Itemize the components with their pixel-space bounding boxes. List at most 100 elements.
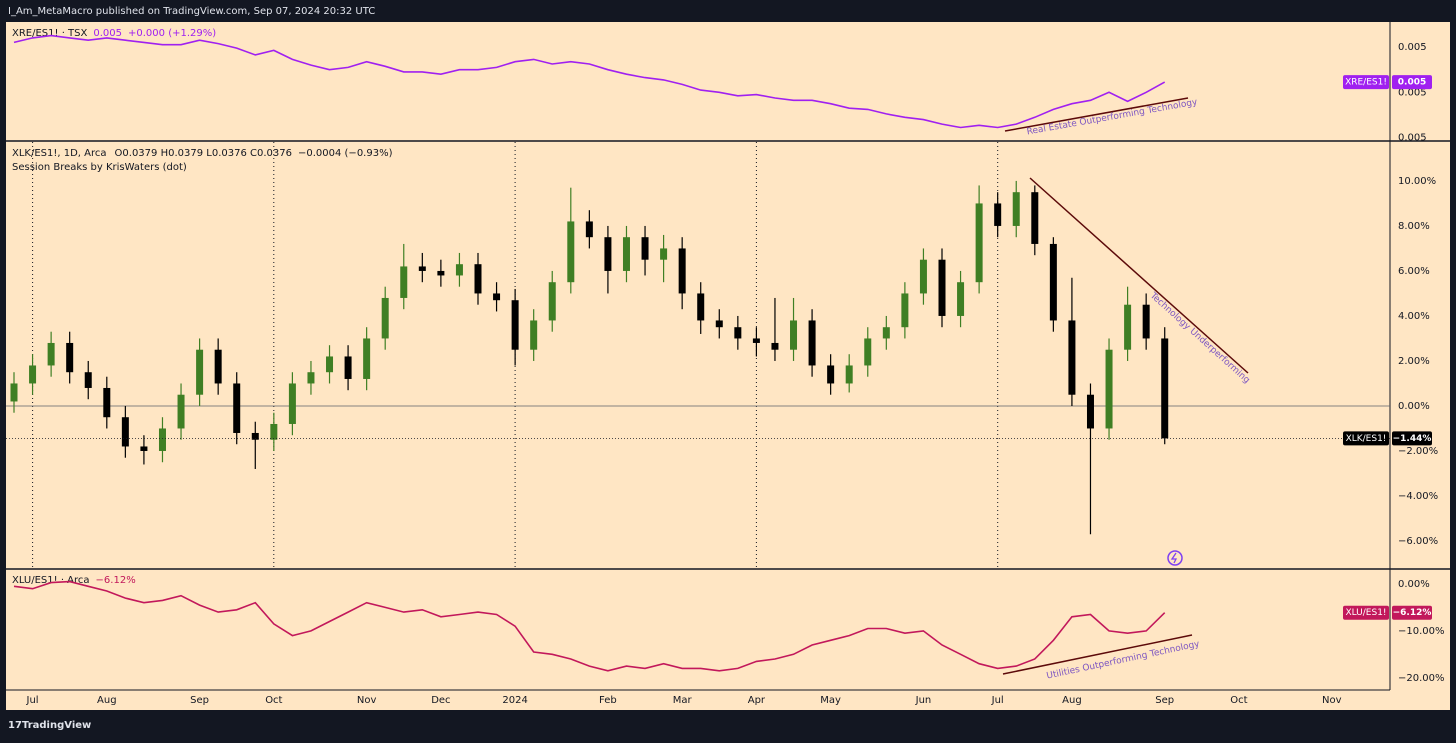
x-tick-label: Nov bbox=[1322, 695, 1342, 706]
badge-value: −1.44% bbox=[1393, 434, 1432, 444]
badge-name: XLK/ES1! bbox=[1346, 434, 1387, 444]
candle-body bbox=[233, 383, 241, 433]
trend-line bbox=[1029, 177, 1249, 374]
candle-body bbox=[29, 365, 37, 384]
last-value: −6.12% bbox=[96, 575, 136, 586]
candle-body bbox=[121, 417, 129, 447]
badge-value: −6.12% bbox=[1393, 608, 1432, 618]
candle-body bbox=[567, 221, 575, 283]
ohlc: O0.0379 H0.0379 L0.0376 C0.0376 bbox=[115, 148, 292, 159]
pane-legend: XRE/ES1! · TSX 0.005 +0.000 (+1.29%) bbox=[12, 28, 216, 39]
candle-body bbox=[66, 342, 74, 373]
candle-body bbox=[882, 327, 890, 339]
candle-body bbox=[975, 203, 983, 283]
candle-body bbox=[381, 297, 389, 339]
y-tick-label: 0.005 bbox=[1398, 87, 1427, 98]
candle-body bbox=[47, 342, 55, 366]
x-tick-label: Oct bbox=[265, 695, 282, 706]
candle-body bbox=[1142, 304, 1150, 339]
trend-line bbox=[1004, 97, 1189, 132]
candle-body bbox=[1068, 320, 1076, 395]
plot-background bbox=[6, 22, 1450, 710]
pane-legend: XLK/ES1!, 1D, Arca O0.0379 H0.0379 L0.037… bbox=[12, 148, 393, 159]
candle-body bbox=[363, 338, 371, 379]
alert-icon[interactable] bbox=[1167, 550, 1183, 566]
candle-body bbox=[1161, 338, 1169, 439]
y-tick-label: 6.00% bbox=[1398, 266, 1430, 277]
candles bbox=[10, 180, 1169, 535]
candle-body bbox=[994, 203, 1002, 226]
badge-value-bg bbox=[1392, 605, 1432, 620]
series-line bbox=[13, 34, 1166, 129]
x-tick-label: Dec bbox=[431, 695, 450, 706]
series-line bbox=[13, 580, 1166, 672]
candle-body bbox=[400, 266, 408, 298]
change: +0.000 (+1.29%) bbox=[128, 28, 216, 39]
y-tick-label: −10.00% bbox=[1398, 626, 1445, 637]
y-tick-label: 10.00% bbox=[1398, 176, 1436, 187]
trend-line bbox=[1002, 634, 1193, 675]
candle-body bbox=[270, 423, 278, 440]
candle-body bbox=[845, 365, 853, 384]
candle-body bbox=[158, 428, 166, 451]
badge-name: XRE/ES1! bbox=[1345, 78, 1387, 88]
indicator-name: Session Breaks by KrisWaters (dot) bbox=[12, 162, 187, 173]
x-tick-label: Sep bbox=[1155, 695, 1174, 706]
badge-value-bg bbox=[1392, 75, 1432, 90]
y-tick-label: 8.00% bbox=[1398, 221, 1430, 232]
x-tick-label: Sep bbox=[190, 695, 209, 706]
x-tick-label: Aug bbox=[1062, 695, 1082, 706]
x-tick-label: Jul bbox=[26, 695, 39, 706]
candle-body bbox=[622, 237, 630, 271]
y-tick-label: 2.00% bbox=[1398, 356, 1430, 367]
alert-icon-bolt bbox=[1170, 552, 1178, 564]
candle-body bbox=[214, 349, 222, 384]
candle-body bbox=[1012, 192, 1020, 226]
candle-body bbox=[1086, 394, 1094, 429]
y-tick-label: 0.00% bbox=[1398, 579, 1430, 590]
series-name: XLU/ES1! · Arca bbox=[12, 575, 90, 586]
x-tick-label: Oct bbox=[1230, 695, 1247, 706]
x-tick-label: Jun bbox=[915, 695, 932, 706]
candle-body bbox=[678, 248, 686, 294]
y-tick-label: 0.00% bbox=[1398, 401, 1430, 412]
header-title: I_Am_MetaMacro published on TradingView.… bbox=[8, 6, 375, 17]
badge-name-bg bbox=[1343, 75, 1389, 90]
candle-body bbox=[864, 338, 872, 366]
candle-body bbox=[84, 372, 92, 388]
candle-body bbox=[1049, 243, 1057, 321]
x-tick-label: Aug bbox=[97, 695, 117, 706]
candle-body bbox=[455, 264, 463, 276]
candle-body bbox=[344, 356, 352, 379]
candle-body bbox=[140, 446, 148, 451]
footer-logo: 17 bbox=[8, 720, 22, 731]
x-tick-label: May bbox=[820, 695, 841, 706]
y-tick-label: −4.00% bbox=[1398, 491, 1438, 502]
candle-body bbox=[585, 221, 593, 238]
candle-body bbox=[437, 270, 445, 276]
candle-body bbox=[919, 259, 927, 294]
pane-legend: XLU/ES1! · Arca −6.12% bbox=[12, 575, 136, 586]
x-tick-label: 2024 bbox=[502, 695, 527, 706]
badge-name-bg bbox=[1343, 605, 1389, 620]
candle-body bbox=[1105, 349, 1113, 429]
x-tick-label: Apr bbox=[748, 695, 766, 706]
candle-body bbox=[530, 320, 538, 350]
y-tick-label: 0.005 bbox=[1398, 133, 1427, 144]
candle-body bbox=[493, 293, 501, 301]
candle-body bbox=[548, 282, 556, 321]
candle-body bbox=[10, 383, 18, 402]
candle-body bbox=[957, 282, 965, 316]
candle-body bbox=[307, 372, 315, 384]
candle-body bbox=[326, 356, 334, 373]
y-tick-label: −6.00% bbox=[1398, 536, 1438, 547]
candle-body bbox=[771, 342, 779, 350]
series-name: XLK/ES1!, 1D, Arca bbox=[12, 148, 107, 159]
candle-body bbox=[901, 293, 909, 328]
candle-body bbox=[938, 259, 946, 316]
candle-body bbox=[1031, 192, 1039, 244]
x-tick-label: Feb bbox=[599, 695, 617, 706]
change: −0.0004 (−0.93%) bbox=[298, 148, 393, 159]
candle-body bbox=[660, 248, 668, 260]
